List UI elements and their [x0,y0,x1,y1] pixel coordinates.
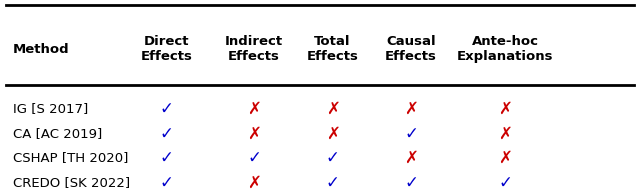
Text: ✗: ✗ [498,149,512,167]
Text: Ante-hoc
Explanations: Ante-hoc Explanations [457,35,553,63]
Text: ✓: ✓ [404,174,418,192]
Text: ✗: ✗ [247,124,261,142]
Text: ✗: ✗ [247,100,261,118]
Text: ✓: ✓ [159,124,173,142]
Text: ✓: ✓ [247,149,261,167]
Text: ✓: ✓ [404,124,418,142]
Text: ✓: ✓ [159,100,173,118]
Text: ✓: ✓ [159,174,173,192]
Text: Total
Effects: Total Effects [307,35,358,63]
Text: ✗: ✗ [498,124,512,142]
Text: ✗: ✗ [404,100,418,118]
Text: ✗: ✗ [247,174,261,192]
Text: CSHAP [TH 2020]: CSHAP [TH 2020] [13,152,128,164]
Text: Indirect
Effects: Indirect Effects [225,35,284,63]
Text: ✗: ✗ [498,100,512,118]
Text: ✗: ✗ [326,100,339,118]
Text: Causal
Effects: Causal Effects [385,35,437,63]
Text: Direct
Effects: Direct Effects [140,35,192,63]
Text: CA [AC 2019]: CA [AC 2019] [13,127,102,140]
Text: ✓: ✓ [498,174,512,192]
Text: ✓: ✓ [326,174,339,192]
Text: ✗: ✗ [404,149,418,167]
Text: ✓: ✓ [326,149,339,167]
Text: CREDO [SK 2022]: CREDO [SK 2022] [13,176,130,189]
Text: ✗: ✗ [326,124,339,142]
Text: IG [S 2017]: IG [S 2017] [13,102,88,115]
Text: ✓: ✓ [159,149,173,167]
Text: Method: Method [13,43,69,56]
